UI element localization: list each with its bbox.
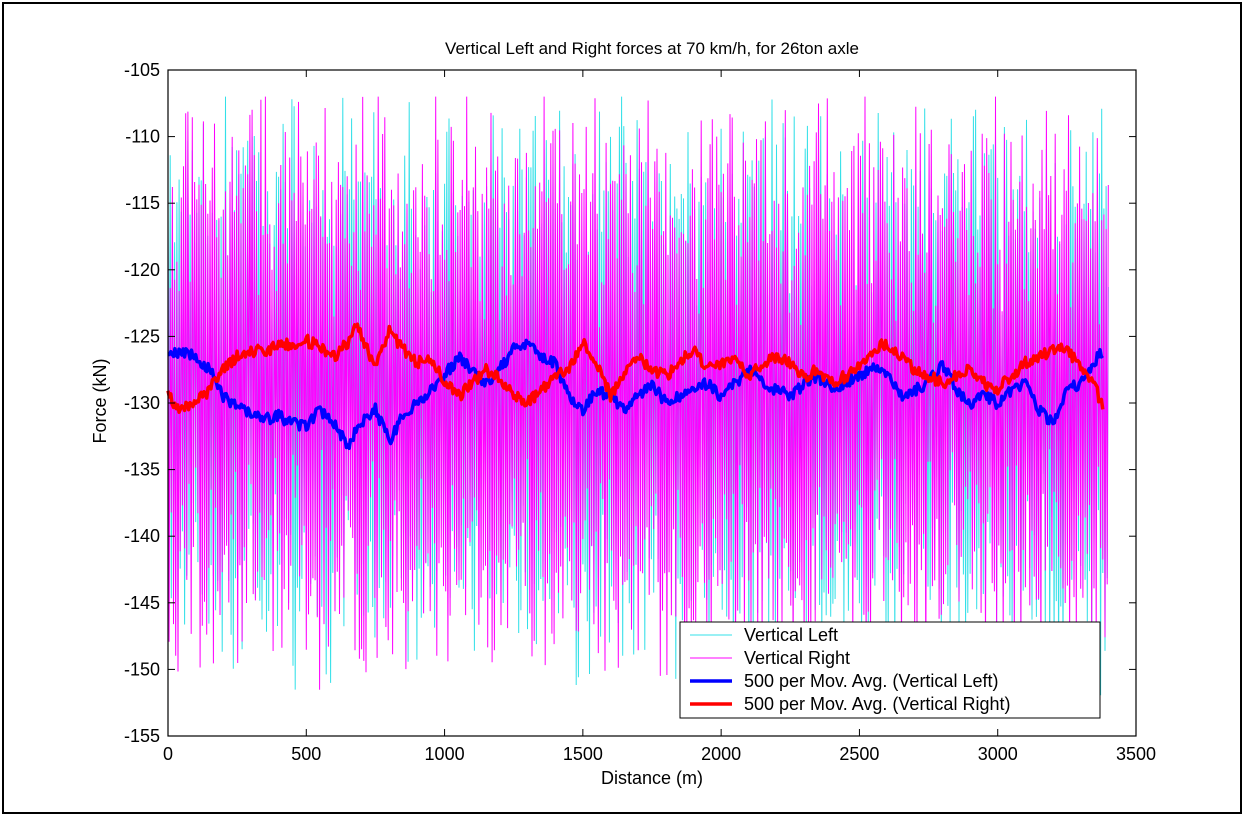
legend-label: Vertical Left bbox=[744, 625, 838, 645]
x-axis-label: Distance (m) bbox=[601, 768, 703, 788]
x-tick-label: 2000 bbox=[701, 744, 741, 764]
y-tick-label: -145 bbox=[124, 593, 160, 613]
y-tick-label: -120 bbox=[124, 260, 160, 280]
x-tick-label: 2500 bbox=[839, 744, 879, 764]
x-tick-label: 0 bbox=[163, 744, 173, 764]
y-tick-label: -125 bbox=[124, 326, 160, 346]
y-tick-label: -140 bbox=[124, 526, 160, 546]
y-tick-label: -135 bbox=[124, 460, 160, 480]
y-tick-label: -110 bbox=[125, 127, 160, 147]
y-tick-label: -105 bbox=[124, 60, 160, 80]
legend-label: 500 per Mov. Avg. (Vertical Right) bbox=[744, 694, 1010, 714]
x-tick-label: 500 bbox=[291, 744, 321, 764]
y-tick-label: -155 bbox=[124, 726, 160, 746]
legend-label: 500 per Mov. Avg. (Vertical Left) bbox=[744, 671, 998, 691]
y-axis-label: Force (kN) bbox=[90, 359, 110, 444]
series-line-vertical-right bbox=[167, 96, 1109, 690]
x-tick-label: 1500 bbox=[563, 744, 603, 764]
x-tick-label: 1000 bbox=[425, 744, 465, 764]
data-layer bbox=[166, 96, 1109, 696]
legend-box bbox=[679, 621, 1101, 719]
axis-layer: 0 500 1000 1500 2000 2500 3000 3500 -155 -150 -145… bbox=[124, 60, 1156, 764]
y-tick-label: -115 bbox=[125, 193, 160, 213]
series-line-500-per-mov-avg-vertical-right- bbox=[166, 322, 1105, 414]
chart-title: Vertical Left and Right forces at 70 km/… bbox=[445, 39, 859, 58]
x-tick-label: 3000 bbox=[978, 744, 1018, 764]
legend: Vertical Left Vertical Right 500 per Mov. … bbox=[679, 621, 1101, 719]
y-tick-label: -130 bbox=[124, 393, 160, 413]
series-line-500-per-mov-avg-vertical-left- bbox=[167, 338, 1104, 451]
y-tick-label: -150 bbox=[124, 659, 160, 679]
x-tick-label: 3500 bbox=[1116, 744, 1156, 764]
legend-label: Vertical Right bbox=[744, 648, 850, 668]
